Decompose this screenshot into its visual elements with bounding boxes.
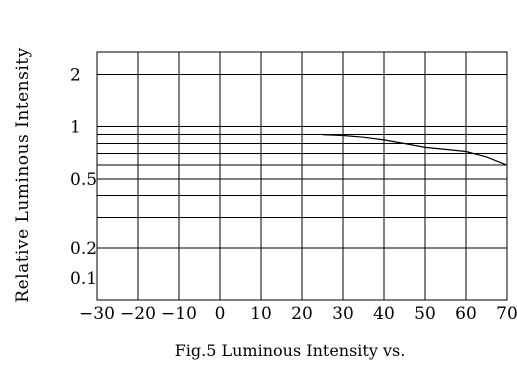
y-tick-label: 1 xyxy=(70,118,81,138)
x-tick-label: −30 xyxy=(79,304,115,324)
x-tick-label: 50 xyxy=(414,304,436,324)
x-tick-label: −10 xyxy=(161,304,197,324)
series-layer xyxy=(322,134,508,166)
x-tick-label: 60 xyxy=(455,304,477,324)
grid xyxy=(96,51,508,301)
figure-caption: Fig.5 Luminous Intensity vs. xyxy=(175,341,406,360)
y-tick-label: 0.1 xyxy=(70,269,97,289)
y-tick-label: 0.2 xyxy=(70,239,97,259)
x-tick-label: −20 xyxy=(120,304,156,324)
x-tick-label: 0 xyxy=(215,304,226,324)
x-tick-label: 70 xyxy=(496,304,517,324)
x-tick-label: 40 xyxy=(373,304,395,324)
tick-labels: −30 −20 −10 0 10 20 30 40 50 60 70 0.1 0.2 0.5 1 2 xyxy=(70,66,517,324)
x-tick-label: 10 xyxy=(250,304,272,324)
y-tick-label: 0.5 xyxy=(70,170,97,190)
x-tick-label: 30 xyxy=(332,304,354,324)
y-axis-label: Relative Luminous Intensity xyxy=(13,47,33,302)
y-tick-label: 2 xyxy=(70,66,81,86)
x-tick-label: 20 xyxy=(291,304,313,324)
series-line xyxy=(322,134,508,166)
